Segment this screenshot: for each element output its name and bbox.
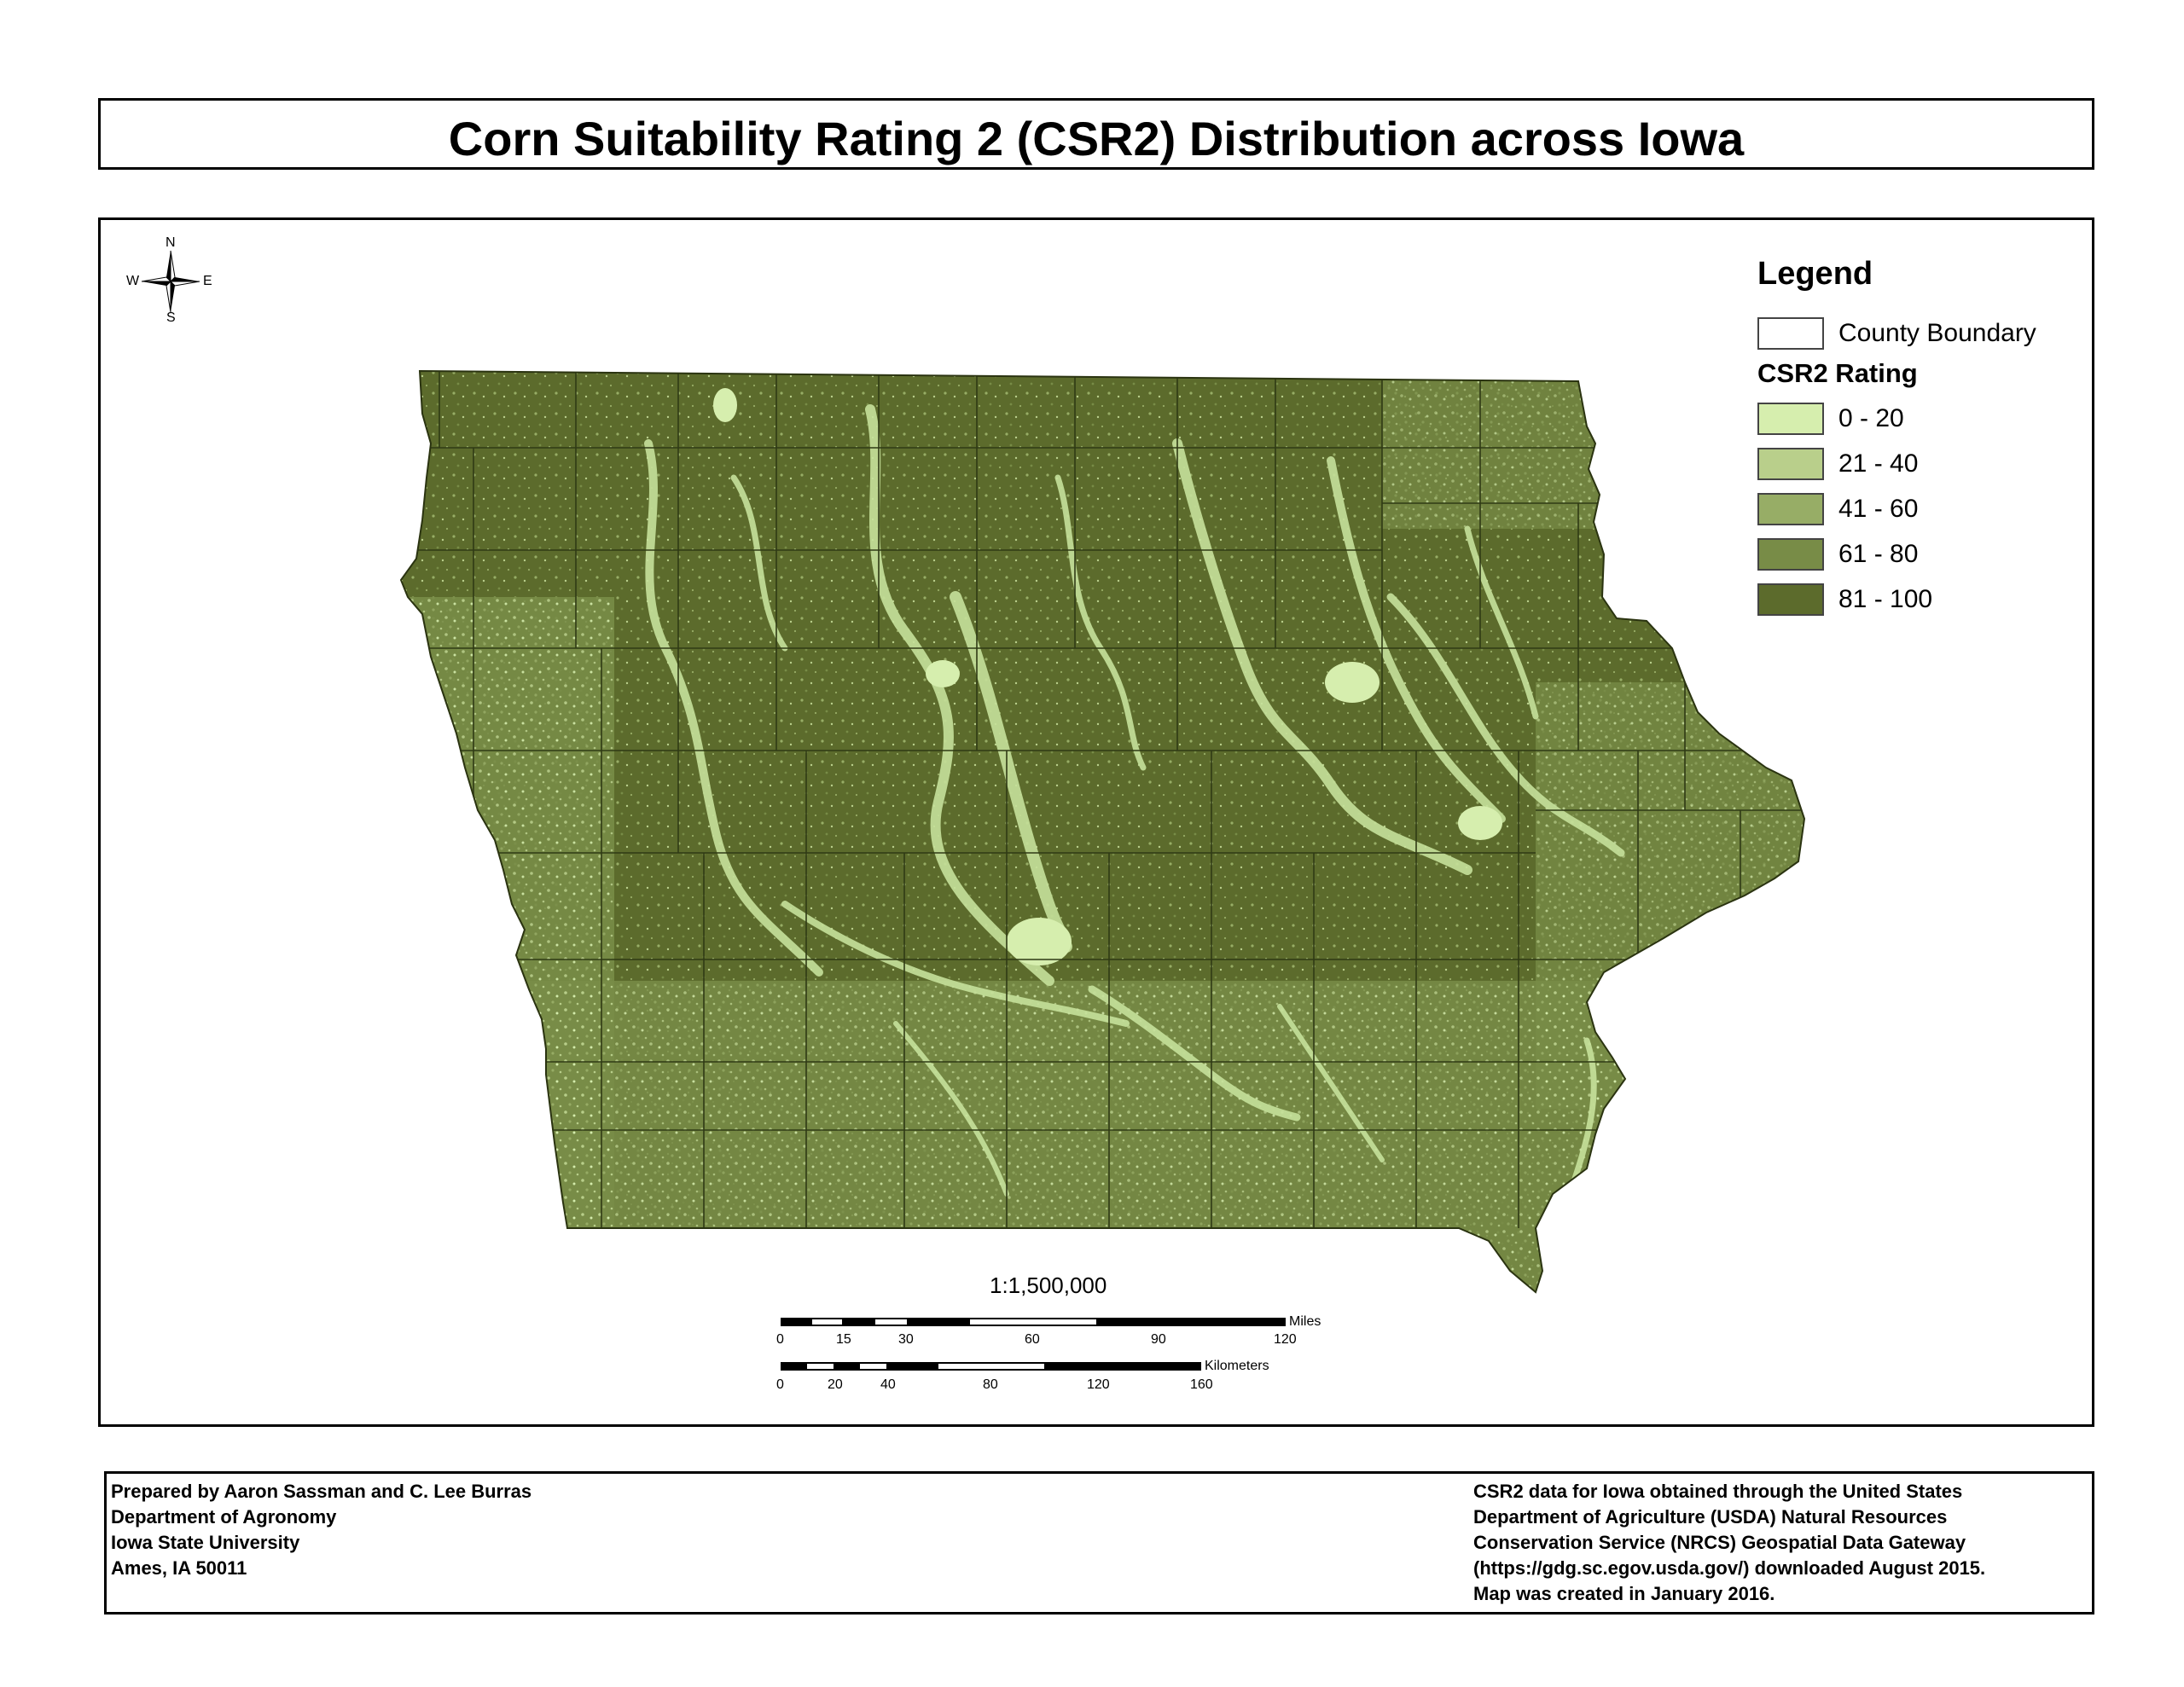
credits-line: Prepared by Aaron Sassman and C. Lee Bur… [111,1481,532,1502]
credits-line: Department of Agronomy [111,1506,337,1528]
miles-tick: 120 [1274,1332,1297,1347]
legend-swatch [1757,448,1824,480]
state-outline [399,369,1806,1294]
source-line: (https://gdg.sc.egov.usda.gov/) download… [1473,1557,1986,1579]
scale-bars: Miles 0 15 30 60 90 120 Kilometers 0 20 … [776,1314,1321,1392]
legend-title: Legend [1757,256,1873,292]
miles-tick: 15 [836,1332,851,1347]
legend-swatch [1757,583,1824,616]
source-line: Conservation Service (NRCS) Geospatial D… [1473,1532,1966,1553]
miles-unit: Miles [1289,1314,1321,1329]
legend-label: 61 - 80 [1838,540,1919,568]
county-boundary-swatch [1757,317,1824,350]
scale-ratio: 1:1,500,000 [990,1272,1107,1298]
legend-label: 41 - 60 [1838,495,1919,523]
north-arrow: N S E W [119,235,222,325]
kilometers-scale-bar: Kilometers 0 20 40 80 120 160 [776,1359,1269,1392]
legend-label: 81 - 100 [1838,585,1933,613]
miles-tick: 30 [898,1332,914,1347]
compass-rose-icon [141,250,200,313]
miles-tick: 60 [1025,1332,1040,1347]
legend-rating-title: CSR2 Rating [1757,358,1918,388]
source-line: Department of Agriculture (USDA) Natural… [1473,1506,1948,1528]
county-boundaries [401,371,1804,1228]
source-line: CSR2 data for Iowa obtained through the … [1473,1481,1963,1502]
source-line: Map was created in January 2016. [1473,1583,1775,1604]
compass-south: S [166,310,176,325]
kilometers-tick: 120 [1087,1377,1110,1392]
legend-swatch [1757,538,1824,571]
credits-block: Prepared by Aaron Sassman and C. Lee Bur… [111,1479,531,1581]
kilometers-tick: 80 [983,1377,998,1392]
miles-scale-bar: Miles 0 15 30 60 90 120 [776,1314,1321,1347]
title-frame: Corn Suitability Rating 2 (CSR2) Distrib… [98,98,2094,170]
miles-tick: 90 [1151,1332,1166,1347]
miles-tick: 0 [776,1332,784,1347]
compass-east: E [203,274,212,288]
kilometers-tick: 160 [1190,1377,1213,1392]
legend-label: 21 - 40 [1838,449,1919,478]
kilometers-tick: 40 [880,1377,896,1392]
compass-west: W [126,274,140,288]
legend-swatch [1757,403,1824,435]
map-title: Corn Suitability Rating 2 (CSR2) Distrib… [448,112,1745,165]
compass-north: N [166,235,176,250]
footer-frame [104,1471,2094,1615]
kilometers-tick: 0 [776,1377,784,1392]
credits-line: Iowa State University [111,1532,300,1553]
legend-label: County Boundary [1838,319,2036,347]
kilometers-unit: Kilometers [1205,1359,1269,1373]
kilometers-tick: 20 [828,1377,843,1392]
credits-line: Ames, IA 50011 [111,1557,247,1579]
legend-label: 0 - 20 [1838,404,1904,432]
data-source-block: CSR2 data for Iowa obtained through the … [1473,1479,1985,1607]
legend-swatch [1757,493,1824,525]
